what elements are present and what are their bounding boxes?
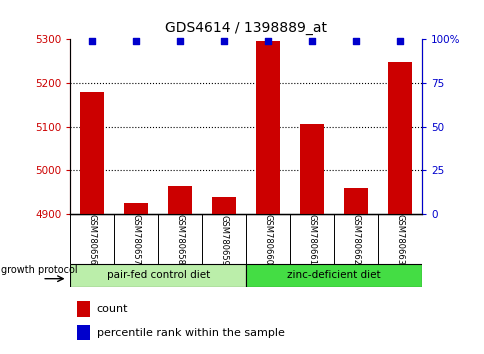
Polygon shape	[245, 264, 421, 287]
Bar	[80, 92, 104, 214]
Point	[351, 38, 359, 44]
Point	[264, 38, 272, 44]
Text: GSM780660: GSM780660	[263, 215, 272, 266]
Bar	[300, 124, 323, 214]
Bar	[168, 186, 192, 214]
Bar	[124, 203, 148, 214]
Text: GSM780661: GSM780661	[307, 215, 316, 266]
Bar	[77, 325, 90, 340]
Bar	[343, 188, 367, 214]
Text: GSM780663: GSM780663	[394, 215, 404, 266]
Text: GSM780662: GSM780662	[351, 215, 360, 266]
Bar	[77, 301, 90, 317]
Point	[88, 38, 96, 44]
Text: percentile rank within the sample: percentile rank within the sample	[96, 328, 284, 338]
Bar	[387, 62, 411, 214]
Polygon shape	[70, 264, 245, 287]
Point	[307, 38, 315, 44]
Text: zinc-deficient diet: zinc-deficient diet	[287, 270, 380, 280]
Point	[220, 38, 227, 44]
Text: count: count	[96, 304, 128, 314]
Text: growth protocol: growth protocol	[1, 265, 78, 275]
Bar	[212, 196, 236, 214]
Text: GSM780658: GSM780658	[175, 215, 184, 266]
Text: GSM780657: GSM780657	[132, 215, 140, 266]
Text: GSM780656: GSM780656	[88, 215, 97, 266]
Point	[395, 38, 403, 44]
Title: GDS4614 / 1398889_at: GDS4614 / 1398889_at	[165, 21, 327, 35]
Text: GSM780659: GSM780659	[219, 215, 228, 266]
Text: pair-fed control diet: pair-fed control diet	[106, 270, 210, 280]
Point	[176, 38, 184, 44]
Bar	[256, 41, 280, 214]
Point	[132, 38, 140, 44]
